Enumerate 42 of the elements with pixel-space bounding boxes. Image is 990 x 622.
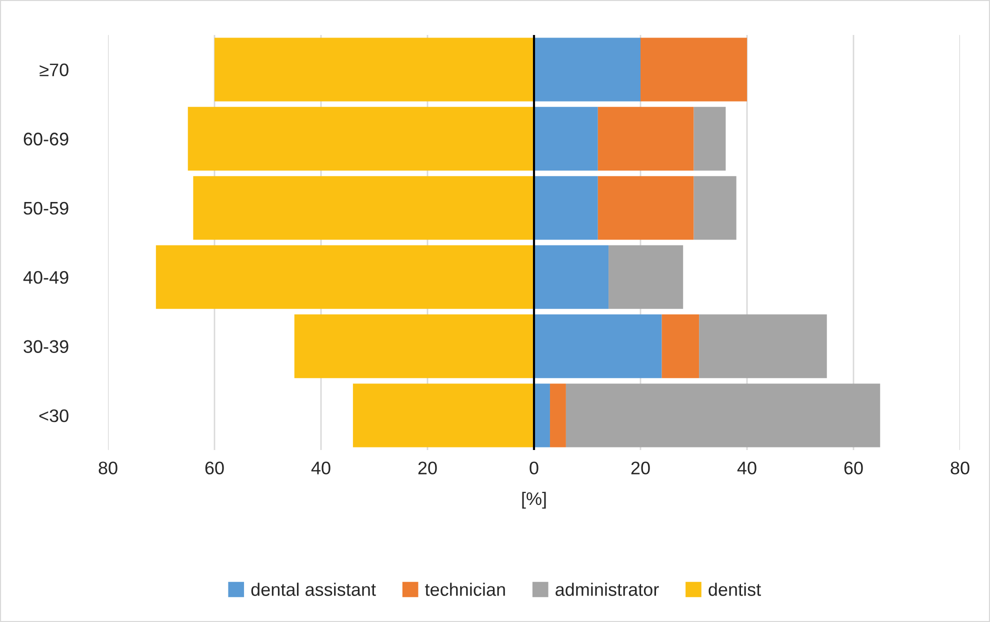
- legend-label: administrator: [556, 582, 659, 596]
- x-tick-label: 20: [418, 462, 437, 474]
- bar: [694, 176, 736, 240]
- x-tick-label: 20: [631, 462, 650, 474]
- legend-label: dental assistant: [251, 582, 376, 596]
- x-axis-title: [%]: [522, 492, 546, 509]
- bar: [193, 176, 534, 240]
- bar: [534, 245, 609, 309]
- legend-label: dentist: [708, 582, 761, 596]
- bar: [550, 384, 566, 448]
- x-tick-label: 60: [844, 462, 863, 474]
- bar: [534, 384, 550, 448]
- x-tick-label: 80: [98, 462, 118, 474]
- legend-label: technician: [425, 582, 505, 596]
- bar: [534, 38, 640, 102]
- x-tick-label: 0: [530, 462, 538, 474]
- bar: [534, 314, 662, 378]
- bar: [694, 106, 726, 171]
- bar: [214, 38, 534, 102]
- bar: [598, 106, 694, 171]
- x-tick-label: 40: [311, 462, 330, 474]
- y-tick-label: 30-39: [24, 340, 68, 353]
- bar: [156, 245, 534, 309]
- bar: [352, 384, 534, 448]
- bar: [566, 384, 880, 448]
- bar: [598, 176, 694, 240]
- y-tick-label: ≥70: [40, 64, 68, 76]
- y-tick-label: 40-49: [23, 271, 68, 284]
- y-tick-label: 60-69: [24, 132, 68, 146]
- bar: [640, 38, 747, 102]
- bar: [534, 106, 598, 171]
- x-tick-label: 40: [737, 462, 756, 474]
- x-tick-label: 60: [205, 462, 224, 474]
- y-tick-label: <30: [39, 409, 68, 422]
- bar: [294, 314, 534, 378]
- bar: [534, 176, 598, 240]
- y-tick-label: 50-59: [24, 202, 68, 215]
- bar: [662, 314, 700, 378]
- x-tick-label: 80: [950, 462, 970, 474]
- bar: [188, 106, 534, 171]
- bar: [608, 245, 684, 309]
- bar: [699, 314, 827, 378]
